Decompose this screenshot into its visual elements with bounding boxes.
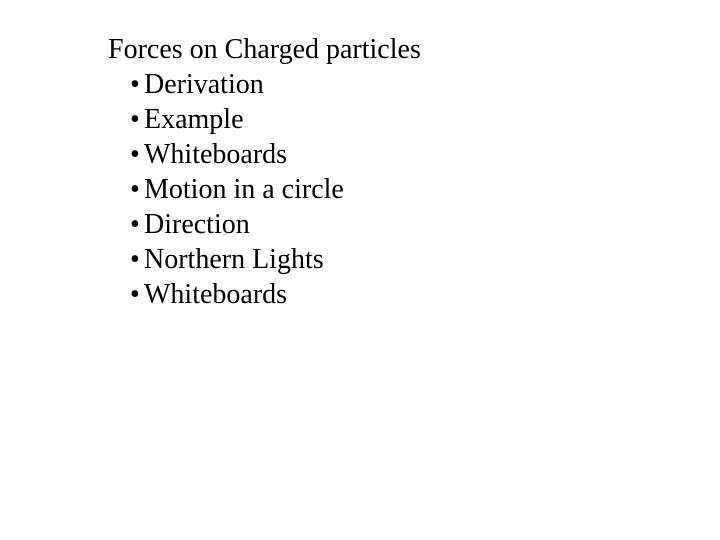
list-item: Example <box>144 102 720 137</box>
list-item: Derivation <box>144 67 720 102</box>
bullet-text: Northern Lights <box>144 244 324 275</box>
list-item: Whiteboards <box>144 277 720 312</box>
list-item: Direction <box>144 207 720 242</box>
bullet-text: Whiteboards <box>144 279 287 310</box>
list-item: Motion in a circle <box>144 172 720 207</box>
list-item: Northern Lights <box>144 242 720 277</box>
bullet-text: Whiteboards <box>144 139 287 170</box>
bullet-text: Example <box>144 104 244 135</box>
bullet-list: Derivation Example Whiteboards Motion in… <box>108 67 720 312</box>
bullet-text: Derivation <box>144 69 264 100</box>
bullet-text: Motion in a circle <box>144 174 344 205</box>
list-item: Whiteboards <box>144 137 720 172</box>
bullet-text: Direction <box>144 209 250 240</box>
slide-title: Forces on Charged particles <box>108 32 720 67</box>
